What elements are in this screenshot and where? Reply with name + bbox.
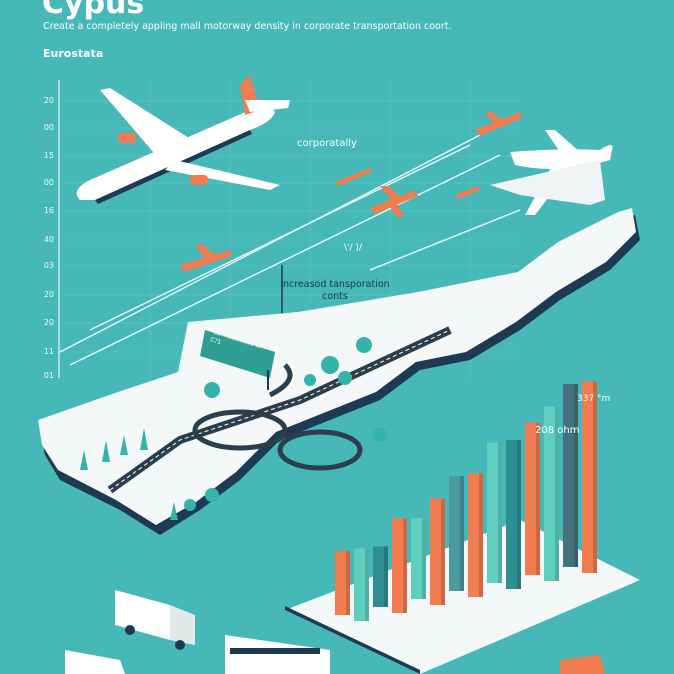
trees bbox=[80, 337, 387, 520]
bar-shade bbox=[574, 384, 578, 567]
bar bbox=[487, 442, 502, 583]
airplane-large-icon bbox=[76, 75, 290, 204]
van-icon bbox=[65, 650, 125, 674]
bar bbox=[373, 546, 388, 607]
bar bbox=[335, 551, 350, 615]
bar-shade bbox=[460, 476, 464, 591]
trend-lines bbox=[59, 134, 521, 366]
bar bbox=[506, 440, 521, 589]
y-tick-label: 20 bbox=[43, 318, 54, 327]
bar-shade bbox=[555, 406, 559, 581]
y-tick-label: 15 bbox=[43, 151, 54, 160]
bar bbox=[354, 548, 369, 621]
motorway-interchange bbox=[192, 363, 363, 471]
small-plane-bottom-icon bbox=[560, 655, 605, 674]
source-label: Eurostata bbox=[43, 47, 104, 60]
y-tick-label: 00 bbox=[43, 123, 54, 132]
cyprus-island-map bbox=[38, 208, 640, 535]
annotation-costs: increasod tansporation conts bbox=[280, 279, 390, 302]
y-tick-label: 20 bbox=[43, 290, 54, 299]
bar bbox=[430, 498, 445, 605]
bar bbox=[449, 476, 464, 591]
bar-shade bbox=[403, 518, 407, 613]
bar bbox=[392, 518, 407, 613]
bar-shade bbox=[536, 422, 540, 575]
bar bbox=[411, 518, 426, 599]
bar-shade bbox=[498, 442, 502, 583]
y-tick-label: 11 bbox=[43, 347, 54, 356]
bar bbox=[582, 381, 597, 573]
y-tick-label: 03 bbox=[43, 261, 54, 270]
subtitle: Create a completely appling mall motorwa… bbox=[43, 21, 452, 32]
bar-shade bbox=[479, 473, 483, 597]
bar-shade bbox=[517, 440, 521, 589]
y-tick-label: 16 bbox=[43, 206, 54, 215]
road-sign bbox=[200, 330, 275, 390]
airplane-right-icon bbox=[490, 130, 613, 215]
bar bbox=[563, 384, 578, 567]
bar bbox=[468, 473, 483, 597]
y-tick-label: 00 bbox=[43, 178, 54, 187]
bar-shade bbox=[384, 546, 388, 607]
y-tick-label: 20 bbox=[43, 96, 54, 105]
page-title: Cypus bbox=[42, 0, 145, 21]
value-label-low: 208 ohm bbox=[535, 425, 580, 436]
truck-icon bbox=[115, 590, 195, 650]
annotation-mid: \'/ )/ bbox=[344, 243, 362, 253]
bar bbox=[525, 422, 540, 575]
small-airplanes-icon bbox=[180, 112, 522, 272]
y-tick-label: 01 bbox=[43, 371, 54, 380]
bar-shade bbox=[441, 498, 445, 605]
bar-shade bbox=[346, 551, 350, 615]
value-label-high: 337 °m bbox=[577, 394, 611, 404]
bar-shade bbox=[593, 381, 597, 573]
annotation-corporatally: corporatally bbox=[297, 138, 357, 149]
y-tick-label: 40 bbox=[43, 235, 54, 244]
bar-chart-bars bbox=[335, 381, 597, 621]
bar-shade bbox=[365, 548, 369, 621]
bar bbox=[544, 406, 559, 581]
bar-shade bbox=[422, 518, 426, 599]
bus-icon bbox=[225, 635, 330, 674]
